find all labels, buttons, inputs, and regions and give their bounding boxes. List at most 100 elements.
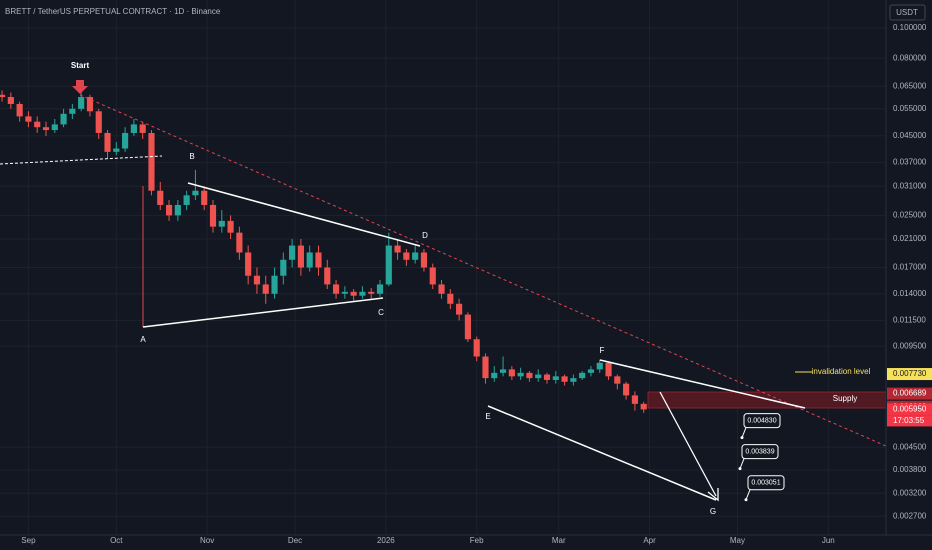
point-label: B [189, 152, 194, 161]
target-box [743, 413, 781, 429]
candle-body [508, 369, 515, 377]
y-tick-label: 0.045000 [893, 131, 927, 140]
candle-body [464, 314, 471, 340]
point-label: G [710, 507, 716, 516]
triangle-lower [142, 297, 384, 328]
candle-body [209, 204, 217, 227]
candle-body [0, 94, 6, 98]
target-connector [741, 427, 747, 438]
candle-body [148, 132, 155, 191]
candle-body [412, 252, 419, 260]
candle-body [51, 124, 58, 131]
candle-body [34, 121, 41, 128]
start-arrow [72, 80, 88, 94]
x-tick-label: 2026 [377, 536, 395, 545]
candle-body [78, 97, 85, 109]
start-label: Start [71, 61, 90, 70]
candle-body [280, 259, 287, 276]
price-label: 0.006689 [893, 389, 927, 398]
y-tick-label: 0.003200 [893, 488, 927, 497]
candle-body [332, 284, 340, 294]
candle-body [517, 372, 524, 377]
currency-box [889, 4, 926, 21]
candle-body [25, 116, 32, 122]
targets: 0.004830 0.003839 0.003051 [738, 413, 785, 502]
triangle-upper [187, 182, 421, 247]
candle-body [174, 204, 181, 216]
y-tick-label: 0.014000 [893, 289, 927, 298]
x-tick-label: Feb [470, 536, 484, 545]
price-label: 0.005950 [893, 405, 927, 414]
candle-body [113, 148, 120, 152]
candle-body [552, 376, 559, 380]
invalidation-label: invalidation level [812, 367, 871, 376]
candle-body [473, 339, 480, 357]
price-label: 0.007730 [893, 369, 927, 378]
candle-body [253, 275, 261, 285]
point-label: A [140, 335, 146, 344]
candle-body [271, 275, 278, 294]
countdown: 17:03:55 [893, 416, 925, 425]
x-tick-label: Nov [200, 536, 214, 545]
candle-body [376, 284, 384, 294]
candle-body [42, 127, 50, 131]
candle-body [385, 245, 392, 285]
candle-body [7, 97, 14, 104]
wedge-lower [487, 405, 717, 501]
target-label: 0.003051 [751, 480, 780, 487]
candle-body [605, 362, 612, 377]
candle-body [306, 252, 313, 268]
candle-body [192, 190, 199, 196]
point-label: C [378, 308, 384, 317]
target-connector [745, 489, 751, 500]
y-tick-label: 0.011500 [893, 315, 926, 324]
y-tick-label: 0.002700 [893, 511, 927, 520]
y-tick-label: 0.031000 [893, 181, 927, 190]
price-axis [886, 0, 932, 550]
point-label: E [485, 412, 490, 421]
countdown-box [887, 415, 932, 427]
candle-body [561, 376, 568, 382]
candle-body [499, 369, 507, 373]
candle-body [482, 356, 489, 379]
y-tick-label: 0.017000 [893, 263, 927, 272]
target-label: 0.004830 [747, 417, 776, 424]
candle-body [438, 284, 445, 294]
candle-body [429, 267, 436, 285]
candle-body [456, 303, 463, 315]
axes: 0.100000 0.080000 0.065000 0.055000 0.045000… [21, 23, 932, 545]
candle-body [368, 291, 375, 294]
candle-body [289, 245, 296, 260]
candle-body [640, 403, 647, 410]
candle-body [165, 204, 173, 216]
candle-body [130, 124, 137, 133]
candle-body [350, 291, 357, 296]
x-tick-label: May [730, 536, 745, 545]
candle-body [587, 369, 595, 373]
candles [0, 90, 647, 413]
wedge-upper [599, 359, 806, 409]
y-tick-label: 0.004500 [893, 442, 927, 451]
projection-arrow [659, 391, 717, 497]
candle-body [122, 132, 129, 149]
point-label: F [600, 346, 605, 355]
price-label-box [887, 387, 932, 400]
support-line [0, 155, 163, 165]
x-tick-label: Sep [21, 536, 36, 545]
candle-body [69, 108, 76, 114]
candle-body [157, 190, 164, 205]
candle-body [227, 220, 234, 233]
grid [0, 0, 886, 535]
candle-body [297, 245, 304, 268]
x-tick-label: Mar [552, 536, 566, 545]
currency: USDT [896, 8, 918, 17]
target-box [741, 444, 779, 460]
candle-body [447, 293, 454, 304]
candle-body [218, 220, 225, 227]
downtrend-line [79, 94, 887, 447]
candle-body [596, 362, 603, 370]
candle-body [236, 232, 243, 253]
candle-body [403, 252, 410, 260]
